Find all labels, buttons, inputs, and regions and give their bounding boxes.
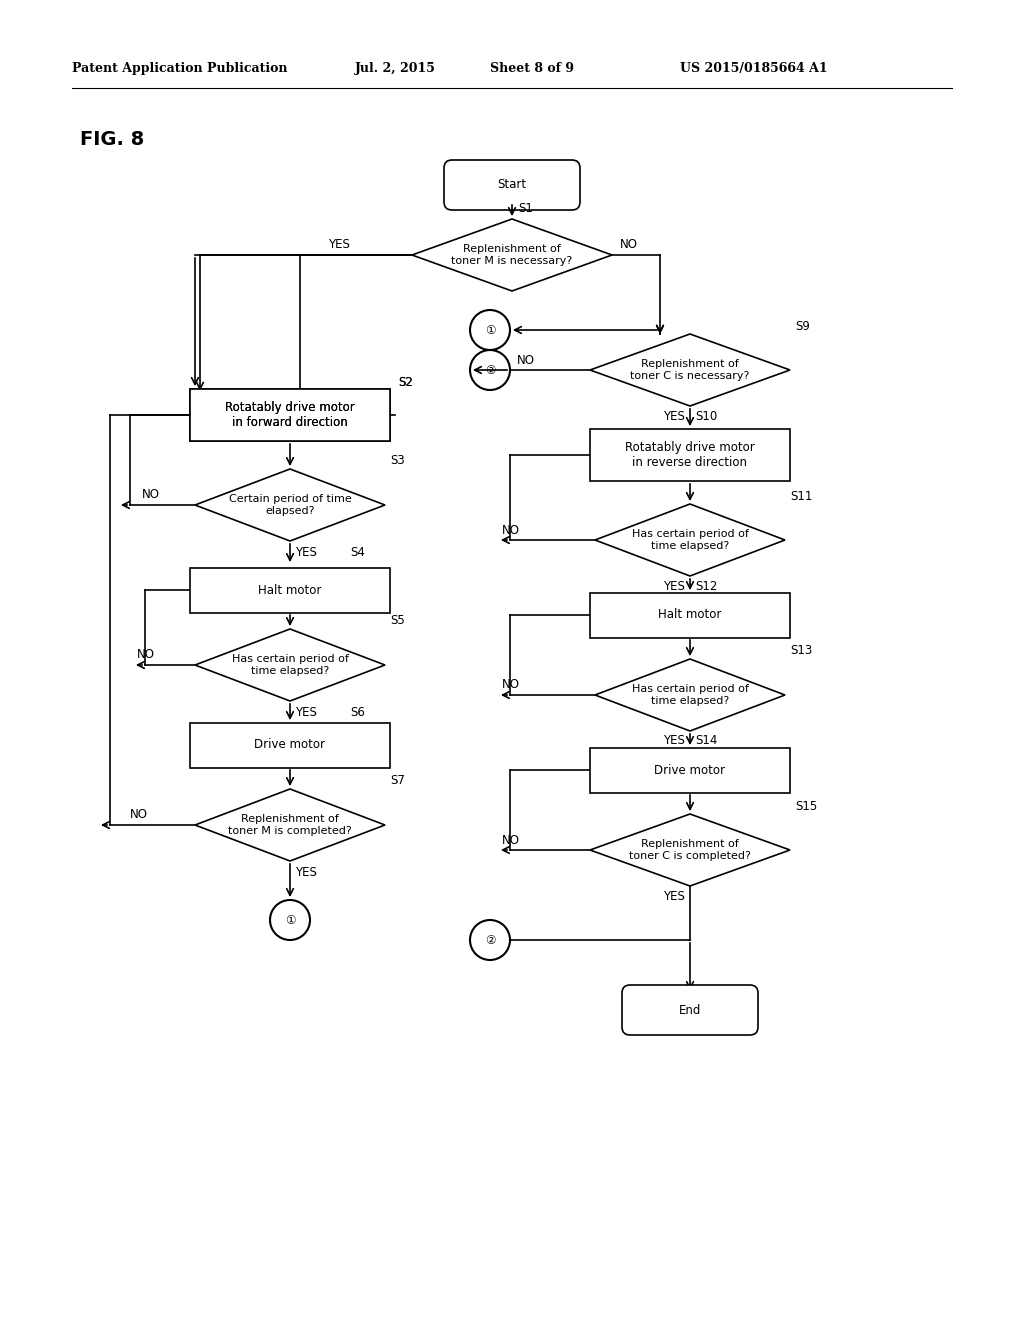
Text: S2: S2 bbox=[398, 376, 413, 389]
Text: YES: YES bbox=[664, 409, 685, 422]
Text: ②: ② bbox=[484, 933, 496, 946]
Text: Halt motor: Halt motor bbox=[658, 609, 722, 622]
Text: S13: S13 bbox=[790, 644, 812, 657]
Text: ①: ① bbox=[285, 913, 295, 927]
Polygon shape bbox=[412, 219, 612, 290]
Text: YES: YES bbox=[664, 890, 685, 903]
Text: S11: S11 bbox=[790, 490, 812, 503]
Polygon shape bbox=[195, 469, 385, 541]
Text: Certain period of time
elapsed?: Certain period of time elapsed? bbox=[228, 494, 351, 516]
Circle shape bbox=[470, 920, 510, 960]
Text: S9: S9 bbox=[795, 319, 810, 333]
Polygon shape bbox=[595, 504, 785, 576]
Bar bbox=[590, 429, 790, 480]
Text: Halt motor: Halt motor bbox=[258, 583, 322, 597]
Text: Patent Application Publication: Patent Application Publication bbox=[72, 62, 288, 75]
Text: S5: S5 bbox=[390, 615, 404, 627]
Text: Replenishment of
toner M is necessary?: Replenishment of toner M is necessary? bbox=[452, 244, 572, 265]
Text: Has certain period of
time elapsed?: Has certain period of time elapsed? bbox=[632, 529, 749, 550]
Text: US 2015/0185664 A1: US 2015/0185664 A1 bbox=[680, 62, 827, 75]
Text: ①: ① bbox=[484, 323, 496, 337]
Text: S4: S4 bbox=[350, 546, 365, 560]
Bar bbox=[190, 389, 390, 441]
Text: Replenishment of
toner C is necessary?: Replenishment of toner C is necessary? bbox=[631, 359, 750, 380]
FancyBboxPatch shape bbox=[444, 160, 580, 210]
Text: NO: NO bbox=[502, 678, 520, 692]
Text: S10: S10 bbox=[695, 409, 717, 422]
Circle shape bbox=[470, 310, 510, 350]
Text: S2: S2 bbox=[398, 376, 413, 389]
Text: Rotatably drive motor
in forward direction: Rotatably drive motor in forward directi… bbox=[225, 401, 355, 429]
Text: NO: NO bbox=[620, 239, 638, 252]
Text: NO: NO bbox=[142, 488, 160, 502]
Bar bbox=[190, 568, 390, 612]
Polygon shape bbox=[195, 630, 385, 701]
Text: NO: NO bbox=[502, 833, 520, 846]
Text: Rotatably drive motor
in reverse direction: Rotatably drive motor in reverse directi… bbox=[625, 441, 755, 469]
Text: NO: NO bbox=[137, 648, 155, 661]
Text: End: End bbox=[679, 1003, 701, 1016]
Bar bbox=[590, 593, 790, 638]
Text: YES: YES bbox=[295, 866, 316, 879]
Circle shape bbox=[470, 350, 510, 389]
Text: S3: S3 bbox=[390, 454, 404, 467]
Polygon shape bbox=[590, 334, 790, 407]
Text: Replenishment of
toner M is completed?: Replenishment of toner M is completed? bbox=[228, 814, 352, 836]
Text: NO: NO bbox=[130, 808, 148, 821]
Text: Has certain period of
time elapsed?: Has certain period of time elapsed? bbox=[231, 655, 348, 676]
Bar bbox=[190, 389, 390, 441]
Text: Jul. 2, 2015: Jul. 2, 2015 bbox=[355, 62, 436, 75]
Text: ②: ② bbox=[484, 363, 496, 376]
Text: Drive motor: Drive motor bbox=[654, 763, 725, 776]
Text: YES: YES bbox=[664, 579, 685, 593]
Text: Rotatably drive motor
in forward direction: Rotatably drive motor in forward directi… bbox=[225, 401, 355, 429]
Bar bbox=[190, 722, 390, 767]
Text: Drive motor: Drive motor bbox=[255, 738, 326, 751]
FancyBboxPatch shape bbox=[622, 985, 758, 1035]
Polygon shape bbox=[195, 789, 385, 861]
Text: Start: Start bbox=[498, 178, 526, 191]
Text: YES: YES bbox=[295, 706, 316, 719]
Text: Replenishment of
toner C is completed?: Replenishment of toner C is completed? bbox=[629, 840, 751, 861]
Bar bbox=[590, 747, 790, 792]
Text: S1: S1 bbox=[518, 202, 532, 215]
Polygon shape bbox=[590, 814, 790, 886]
Text: S12: S12 bbox=[695, 579, 718, 593]
Text: FIG. 8: FIG. 8 bbox=[80, 129, 144, 149]
Text: S14: S14 bbox=[695, 734, 718, 747]
Circle shape bbox=[270, 900, 310, 940]
Text: S6: S6 bbox=[350, 706, 365, 719]
Polygon shape bbox=[595, 659, 785, 731]
Text: Has certain period of
time elapsed?: Has certain period of time elapsed? bbox=[632, 684, 749, 706]
Text: Sheet 8 of 9: Sheet 8 of 9 bbox=[490, 62, 574, 75]
Text: S15: S15 bbox=[795, 800, 817, 813]
Text: S7: S7 bbox=[390, 775, 404, 788]
Text: YES: YES bbox=[295, 546, 316, 560]
Text: YES: YES bbox=[328, 239, 350, 252]
Text: YES: YES bbox=[664, 734, 685, 747]
Text: NO: NO bbox=[502, 524, 520, 536]
Text: NO: NO bbox=[517, 354, 535, 367]
